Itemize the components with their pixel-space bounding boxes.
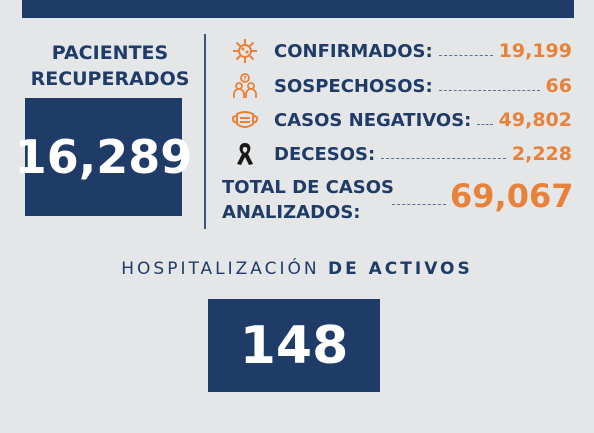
hospitalization-heading: HOSPITALIZACIÓN DE ACTIVOS xyxy=(0,259,594,279)
suspected-label: SOSPECHOSOS: xyxy=(274,75,433,97)
top-banner-bar xyxy=(22,0,574,18)
total-analyzed-label: TOTAL DE CASOS ANALIZADOS: xyxy=(222,175,395,225)
confirmed-value: 19,199 xyxy=(498,40,572,62)
virus-icon xyxy=(228,38,262,64)
mourning-ribbon-icon xyxy=(228,141,262,167)
svg-text:?: ? xyxy=(243,76,247,83)
suspected-value: 66 xyxy=(545,75,572,97)
deaths-label: DECESOS: xyxy=(274,143,376,165)
face-mask-icon xyxy=(228,107,262,133)
suspect-people-icon: ? xyxy=(228,73,262,99)
leader-line xyxy=(438,89,540,91)
recovered-value-box: 16,289 xyxy=(15,98,192,216)
leader-line xyxy=(438,54,493,56)
stat-row-confirmed: CONFIRMADOS: 19,199 xyxy=(228,38,572,64)
stat-row-deaths: DECESOS: 2,228 xyxy=(228,141,572,167)
negative-label: CASOS NEGATIVOS: xyxy=(274,109,472,131)
recovered-label-line2: RECUPERADOS xyxy=(30,68,190,90)
deaths-value: 2,228 xyxy=(511,143,572,165)
hospitalization-heading-light: HOSPITALIZACIÓN xyxy=(121,259,320,279)
hospitalization-value-box: 148 xyxy=(208,299,380,392)
total-label-line2: ANALIZADOS: xyxy=(222,202,361,223)
leader-line xyxy=(477,123,493,125)
leader-line xyxy=(381,157,506,159)
leader-line xyxy=(392,204,446,205)
confirmed-label: CONFIRMADOS: xyxy=(274,40,433,62)
total-analyzed-value: 69,067 xyxy=(450,177,574,215)
total-label-line1: TOTAL DE CASOS xyxy=(222,177,395,198)
negative-value: 49,802 xyxy=(498,109,572,131)
vertical-divider xyxy=(204,34,206,229)
stat-row-negative: CASOS NEGATIVOS: 49,802 xyxy=(228,107,572,133)
hospitalization-heading-bold: DE ACTIVOS xyxy=(328,259,473,279)
recovered-label: PACIENTES RECUPERADOS xyxy=(30,40,190,92)
stat-row-suspected: ? SOSPECHOSOS: 66 xyxy=(228,73,572,99)
recovered-label-line1: PACIENTES xyxy=(51,42,169,64)
